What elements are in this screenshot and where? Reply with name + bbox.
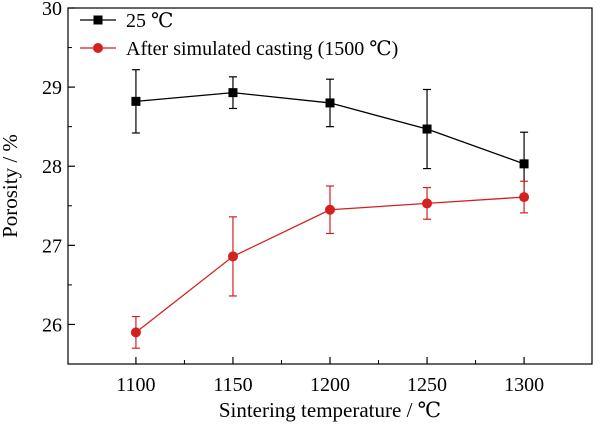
legend-item-2: After simulated casting (1500 ℃)	[80, 38, 398, 60]
x-tick-label: 1250	[407, 374, 447, 396]
y-axis: 26 27 28 29 30	[42, 0, 75, 365]
series-1	[131, 69, 529, 197]
x-tick-label: 1300	[504, 374, 544, 396]
series-2	[130, 180, 530, 349]
data-point	[325, 204, 335, 215]
x-tick-label: 1200	[310, 374, 350, 396]
data-point	[228, 88, 238, 98]
data-point	[131, 96, 141, 106]
legend-marker	[93, 15, 103, 25]
legend-label: 25 ℃	[126, 10, 173, 32]
x-axis: 1100 1150 1200 1250 1300	[116, 357, 544, 396]
legend-label: After simulated casting (1500 ℃)	[126, 38, 398, 60]
x-tick-label: 1100	[116, 374, 155, 396]
series-layer	[130, 69, 530, 349]
data-point	[130, 327, 141, 338]
data-point	[422, 124, 432, 134]
data-point	[227, 251, 238, 262]
data-point	[422, 198, 433, 209]
data-point	[519, 192, 530, 203]
y-axis-title: Porosity / %	[0, 134, 22, 238]
y-tick-label: 30	[42, 0, 62, 20]
y-tick-label: 27	[42, 235, 62, 257]
legend-marker	[93, 43, 103, 53]
data-point	[519, 159, 529, 169]
y-tick-label: 29	[42, 77, 62, 99]
legend-item-1: 25 ℃	[80, 10, 173, 32]
x-tick-label: 1150	[213, 374, 252, 396]
legend: 25 ℃ After simulated casting (1500 ℃)	[80, 10, 398, 60]
data-point	[325, 98, 335, 108]
y-tick-label: 26	[42, 314, 62, 336]
x-axis-title: Sintering temperature / ℃	[219, 398, 441, 422]
y-tick-label: 28	[42, 156, 62, 178]
